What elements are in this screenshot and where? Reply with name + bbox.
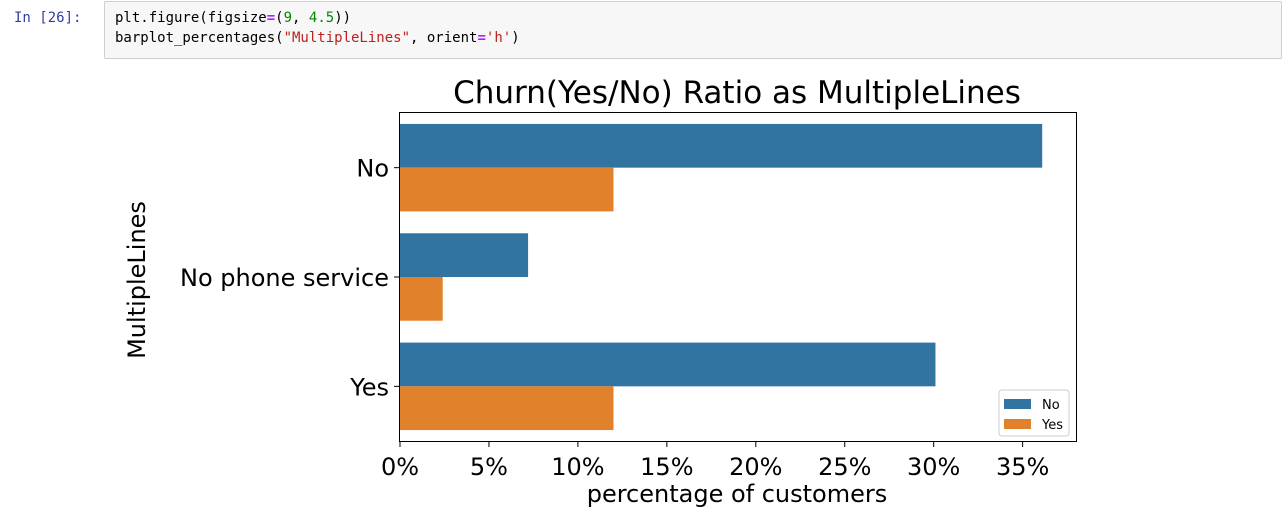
bar-chart: Churn(Yes/No) Ratio as MultipleLines NoN… (123, 75, 1077, 508)
x-tick-label: 25% (818, 453, 871, 481)
y-tick-label: Yes (349, 373, 389, 401)
x-tick-label: 10% (551, 453, 604, 481)
legend-swatch-yes (1004, 419, 1031, 429)
x-tick-label: 30% (907, 453, 960, 481)
x-tick-label: 5% (470, 453, 508, 481)
x-axis-label: percentage of customers (587, 480, 888, 508)
legend-label-no: No (1042, 398, 1060, 413)
chart-title: Churn(Yes/No) Ratio as MultipleLines (453, 75, 1021, 111)
legend: No Yes (998, 389, 1070, 437)
bar-no-1 (400, 233, 529, 277)
code-text: plt.figure(figsize=(9, 4.5)) barplot_per… (115, 10, 520, 46)
x-tick-label: 15% (640, 453, 693, 481)
x-tick-label: 0% (381, 453, 419, 481)
legend-swatch-no (1004, 399, 1031, 409)
x-tick-label: 20% (729, 453, 782, 481)
bar-no-0 (400, 123, 1043, 168)
legend-label-yes: Yes (1041, 418, 1063, 433)
bar-no-2 (400, 342, 936, 387)
y-tick-label: No (356, 155, 389, 183)
x-tick-label: 35% (996, 453, 1049, 481)
bar-yes-0 (400, 167, 614, 212)
y-tick-label: No phone service (180, 264, 389, 292)
code-cell-input[interactable]: plt.figure(figsize=(9, 4.5)) barplot_per… (104, 1, 1282, 59)
bar-yes-1 (400, 277, 443, 321)
cell-prompt: In [26]: (14, 10, 82, 26)
y-axis-label: MultipleLines (123, 201, 151, 359)
bar-yes-2 (400, 386, 614, 431)
